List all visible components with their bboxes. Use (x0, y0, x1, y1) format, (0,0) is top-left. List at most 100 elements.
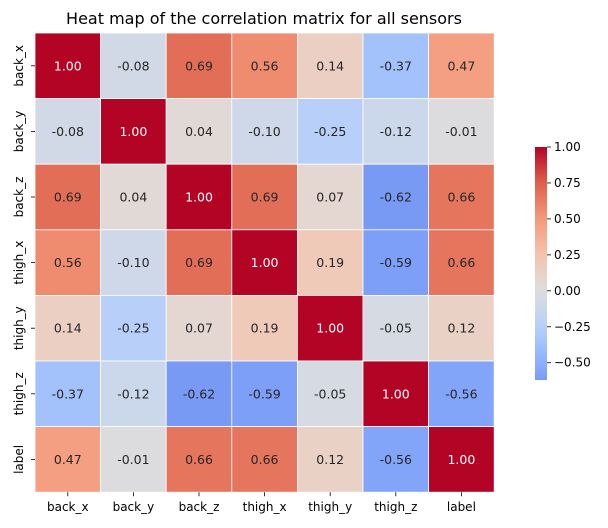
heatmap-cell-thigh_z-thigh_x (231, 360, 298, 427)
colorbar: 1.00 0.75 0.50 0.25 0.00 −0.25 −0.50 (535, 140, 591, 380)
heatmap-cell-thigh_z-label (428, 360, 495, 427)
cell-value-thigh_y-label: 0.12 (447, 321, 475, 336)
cell-value-label-label: 1.00 (447, 452, 475, 467)
cell-value-back_x-thigh_y: 0.14 (316, 58, 344, 73)
cell-value-back_z-thigh_z: -0.62 (380, 190, 412, 205)
heatmap-cell-back_x-back_z (165, 32, 233, 99)
cell-value-label-back_z: 0.66 (185, 452, 213, 467)
heatmap-cell-back_y-label (428, 98, 495, 165)
heatmap-cell-back_x-back_y (100, 32, 167, 99)
x-tick-label-thigh_y: thigh_y (308, 500, 352, 514)
heatmap-cell-back_z-thigh_z (362, 163, 429, 231)
heatmap-cell-back_y-thigh_y (296, 98, 364, 165)
colorbar-tick-label-1: 0.75 (554, 176, 581, 190)
x-tick-label-back_z: back_z (179, 500, 220, 514)
colorbar-tick-label-3: 0.25 (554, 248, 581, 262)
cell-value-label-thigh_y: 0.12 (316, 452, 344, 467)
y-tick-label-thigh_x: thigh_x (12, 241, 26, 285)
x-tick-label-label: label (447, 500, 476, 514)
heatmap-cell-thigh_x-thigh_z (362, 229, 429, 296)
heatmap-cell-thigh_z-back_z (165, 360, 233, 427)
heatmap-cell-back_x-thigh_z (362, 32, 429, 99)
cell-value-back_z-back_y: 0.04 (119, 190, 147, 205)
x-tick-label-back_x: back_x (47, 500, 89, 514)
x-tick-label-thigh_x: thigh_x (243, 500, 287, 514)
cell-value-thigh_z-back_y: -0.12 (117, 386, 149, 401)
cell-value-thigh_x-thigh_y: 0.19 (316, 255, 344, 270)
cell-value-back_z-label: 0.66 (447, 190, 475, 205)
heatmap-cell-thigh_y-label (428, 294, 495, 362)
chart-title: Heat map of the correlation matrix for a… (66, 9, 462, 28)
cell-value-thigh_x-back_y: -0.10 (117, 255, 149, 270)
heatmap-cell-back_y-thigh_z (362, 98, 429, 165)
heatmap-cell-label-thigh_y (296, 426, 364, 493)
cell-value-back_z-thigh_x: 0.69 (251, 190, 279, 205)
cell-value-back_z-back_z: 1.00 (185, 190, 213, 205)
heatmap-cell-label-back_z (165, 426, 233, 493)
cell-value-thigh_x-back_z: 0.69 (185, 255, 213, 270)
heatmap-cell-labels: 1.00 -0.08 0.69 0.56 0.14 -0.37 0.47 -0.08 1.00 0… (52, 58, 478, 467)
heatmap-cell-thigh_y-back_z (165, 294, 233, 362)
cell-value-label-back_x: 0.47 (54, 452, 82, 467)
heatmap-cell-back_x-thigh_x (231, 32, 298, 99)
y-axis-ticks: back_x back_y back_z thigh_x thigh_y thigh_zl… (12, 45, 35, 474)
cell-value-thigh_x-thigh_z: -0.59 (380, 255, 412, 270)
cell-value-thigh_y-thigh_y: 1.00 (316, 321, 344, 336)
colorbar-tick-label-2: 0.50 (554, 212, 581, 226)
cell-value-thigh_z-thigh_y: -0.05 (314, 386, 346, 401)
heatmap-cells (34, 32, 495, 493)
x-tick-label-back_y: back_y (113, 500, 155, 514)
cell-value-label-thigh_z: -0.56 (380, 452, 412, 467)
cell-value-back_x-thigh_x: 0.56 (251, 58, 279, 73)
cell-value-back_y-thigh_x: -0.10 (248, 124, 280, 139)
cell-value-thigh_y-thigh_x: 0.19 (251, 321, 279, 336)
cell-value-back_x-label: 0.47 (447, 58, 475, 73)
heatmap-cell-thigh_x-label (428, 229, 495, 296)
colorbar-tick-label-0: 1.00 (554, 140, 581, 154)
cell-value-back_x-thigh_z: -0.37 (380, 58, 412, 73)
y-tick-label-back_z: back_z (12, 177, 26, 218)
cell-value-label-thigh_x: 0.66 (251, 452, 279, 467)
heatmap-cell-back_z-thigh_x (231, 163, 298, 231)
colorbar-gradient (535, 147, 547, 380)
heatmap-cell-label-label (428, 426, 495, 493)
heatmap-cell-back_z-back_z (165, 163, 233, 231)
cell-value-label-back_y: -0.01 (117, 452, 149, 467)
heatmap-cell-label-thigh_z (362, 426, 429, 493)
heatmap-cell-back_x-back_x (34, 32, 101, 99)
cell-value-back_x-back_y: -0.08 (117, 58, 149, 73)
heatmap-cell-thigh_z-back_x (34, 360, 101, 427)
heatmap-cell-label-back_x (34, 426, 101, 493)
heatmap-cell-back_z-back_y (100, 163, 167, 231)
cell-value-thigh_x-label: 0.66 (447, 255, 475, 270)
y-tick-label-thigh_z: thigh_z (12, 372, 26, 415)
cell-value-back_x-back_z: 0.69 (185, 58, 213, 73)
heatmap-cell-thigh_z-thigh_y (296, 360, 364, 427)
cell-value-back_y-back_y: 1.00 (119, 124, 147, 139)
heatmap-cell-back_y-back_z (165, 98, 233, 165)
cell-value-thigh_y-back_y: -0.25 (117, 321, 149, 336)
colorbar-tick-label-6: −0.50 (554, 356, 591, 370)
cell-value-back_y-label: -0.01 (445, 124, 477, 139)
cell-value-thigh_x-back_x: 0.56 (54, 255, 82, 270)
cell-value-back_x-back_x: 1.00 (54, 58, 82, 73)
cell-value-thigh_y-back_x: 0.14 (54, 321, 82, 336)
y-tick-label-back_y: back_y (12, 111, 26, 153)
cell-value-thigh_z-thigh_z: 1.00 (382, 386, 410, 401)
y-tick-label-thigh_y: thigh_y (12, 306, 26, 350)
heatmap-cell-label-thigh_x (231, 426, 298, 493)
heatmap-cell-back_x-thigh_y (296, 32, 364, 99)
cell-value-thigh_z-label: -0.56 (445, 386, 477, 401)
cell-value-thigh_x-thigh_x: 1.00 (251, 255, 279, 270)
y-tick-label-back_x: back_x (12, 45, 26, 87)
heatmap-cell-back_z-label (428, 163, 495, 231)
cell-value-thigh_z-thigh_x: -0.59 (248, 386, 280, 401)
heatmap-cell-thigh_y-back_x (34, 294, 101, 362)
cell-value-back_y-thigh_y: -0.25 (314, 124, 346, 139)
x-tick-label-thigh_z: thigh_z (374, 500, 417, 514)
cell-value-thigh_z-back_z: -0.62 (183, 386, 215, 401)
colorbar-tick-label-5: −0.25 (554, 320, 591, 334)
y-tick-label-label: label (12, 445, 26, 474)
cell-value-back_z-back_x: 0.69 (54, 190, 82, 205)
